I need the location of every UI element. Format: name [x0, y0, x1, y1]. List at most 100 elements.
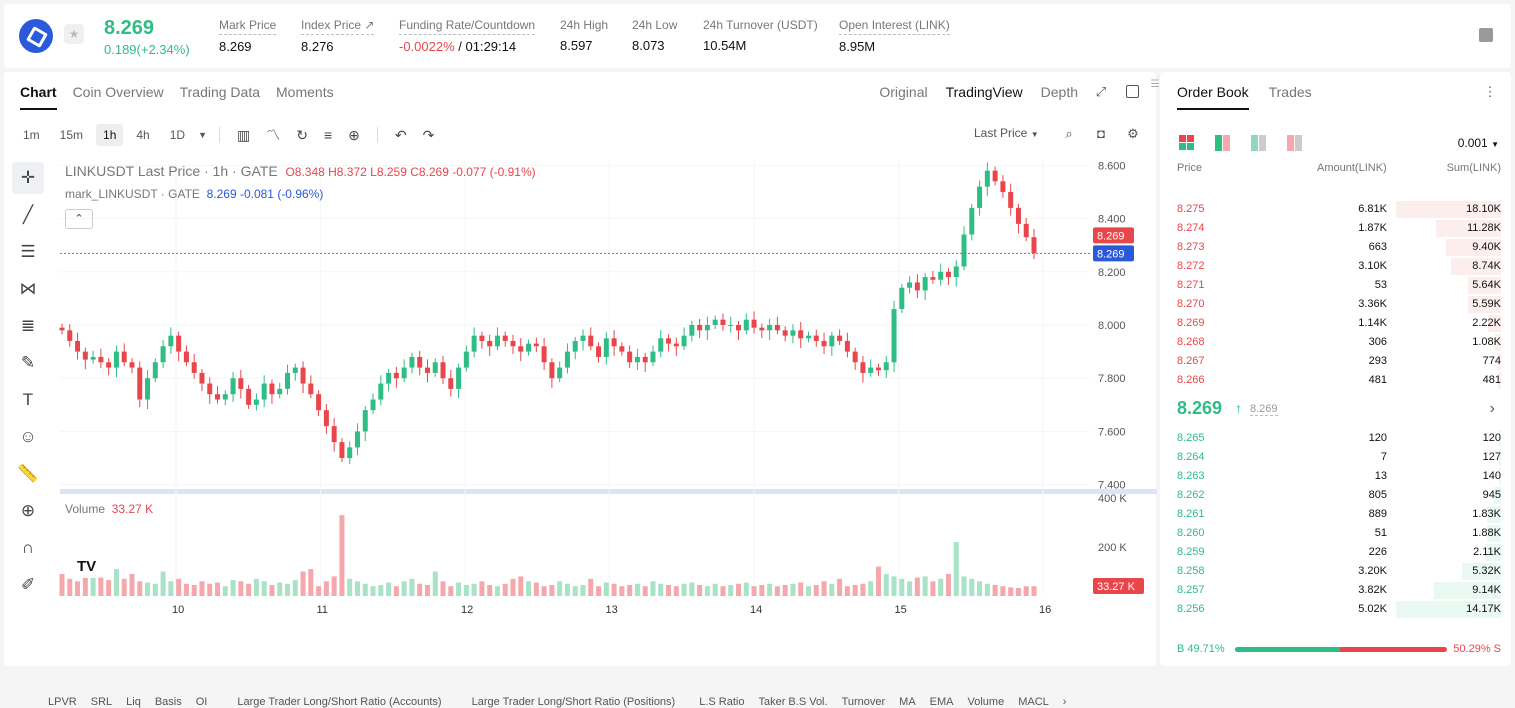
view-tradingview[interactable]: TradingView [945, 84, 1023, 100]
ask-row[interactable]: 8.266 481 481 [1160, 371, 1511, 390]
indicator-turnover[interactable]: Turnover [841, 696, 886, 708]
ask-row[interactable]: 8.275 6.81K 18.10K [1160, 200, 1511, 219]
stat-funding-rate[interactable]: Funding Rate/Countdown -0.0022% / 01:29:… [399, 18, 536, 54]
window-icon[interactable] [1126, 85, 1139, 98]
bid-row[interactable]: 8.263 13 140 [1160, 467, 1511, 486]
bid-row[interactable]: 8.259 226 2.11K [1160, 543, 1511, 562]
view-depth[interactable]: Depth [1040, 84, 1078, 100]
redo-icon[interactable]: ↷ [422, 126, 435, 143]
bid-row[interactable]: 8.265 120 120 [1160, 429, 1511, 448]
edit-pen-icon[interactable]: ✐ [20, 575, 36, 594]
magnet-icon[interactable]: ∩ [21, 538, 35, 557]
ask-row[interactable]: 8.269 1.14K 2.22K [1160, 314, 1511, 333]
bid-row[interactable]: 8.256 5.02K 14.17K [1160, 600, 1511, 619]
indicator-oi[interactable]: OI [195, 696, 208, 708]
candle-body [588, 335, 594, 347]
indicator-ema[interactable]: EMA [929, 696, 954, 708]
mode-split-icon[interactable] [1215, 135, 1231, 151]
timeframe-1h[interactable]: 1h [96, 124, 124, 146]
text-icon[interactable]: T [22, 390, 34, 409]
favorite-star-icon[interactable]: ★ [64, 24, 84, 44]
indicator-liq[interactable]: Liq [126, 696, 141, 708]
volume-bar [930, 581, 936, 596]
candle-body [393, 372, 399, 379]
mode-bids-icon[interactable] [1251, 135, 1267, 151]
crosshair-icon[interactable]: ✛ [12, 162, 44, 194]
templates-icon[interactable]: ≡ [323, 127, 333, 143]
indicator-ma[interactable]: MA [899, 696, 916, 708]
timeframe-1m[interactable]: 1m [23, 128, 40, 142]
tab-moments[interactable]: Moments [276, 84, 334, 100]
view-original[interactable]: Original [879, 84, 928, 100]
precision-dropdown[interactable]: 0.001 ▼ [1457, 136, 1499, 150]
volume-bar [479, 581, 485, 596]
bid-row[interactable]: 8.261 889 1.83K [1160, 505, 1511, 524]
price-type-dropdown[interactable]: Last Price ▼ [974, 126, 1039, 140]
settings-gear-icon[interactable]: ⚙ [1127, 126, 1139, 141]
ask-row[interactable]: 8.274 1.87K 11.28K [1160, 219, 1511, 238]
add-indicator-icon[interactable]: ⊕ [348, 126, 360, 143]
indicator-taker-vol[interactable]: Taker B.S Vol. [758, 696, 828, 708]
ask-row[interactable]: 8.267 293 774 [1160, 352, 1511, 371]
undo-icon[interactable]: ↶ [394, 126, 407, 143]
ruler-icon[interactable]: 📏 [17, 464, 39, 483]
mode-asks-icon[interactable] [1287, 135, 1303, 151]
chevron-right-icon[interactable]: › [1489, 400, 1495, 417]
search-icon[interactable]: ⌕ [1065, 126, 1073, 141]
timeframe-1d[interactable]: 1D [169, 128, 186, 142]
volume-bar [1008, 587, 1014, 596]
stat-index-price[interactable]: Index Price ↗ 8.276 [301, 18, 375, 54]
fib-icon[interactable]: ≣ [20, 316, 36, 335]
indicator-lpvr[interactable]: LPVR [48, 696, 77, 708]
volume-bar [790, 583, 796, 596]
ask-row[interactable]: 8.270 3.36K 5.59K [1160, 295, 1511, 314]
stat-mark-price[interactable]: Mark Price 8.269 [219, 18, 277, 54]
bid-row[interactable]: 8.262 805 945 [1160, 486, 1511, 505]
more-vertical-icon[interactable]: ⋮ [1483, 84, 1497, 99]
ask-row[interactable]: 8.268 306 1.08K [1160, 333, 1511, 352]
indicator-ls-ratio[interactable]: L.S Ratio [699, 696, 745, 708]
pattern-icon[interactable]: ⋈ [19, 279, 37, 298]
timeframe-4h[interactable]: 4h [136, 128, 150, 142]
collapse-legend-button[interactable]: ⌃ [65, 209, 93, 229]
indicator-basis[interactable]: Basis [154, 696, 182, 708]
guide-book-icon[interactable] [1479, 28, 1493, 42]
replay-icon[interactable]: ↻ [296, 126, 308, 143]
zoom-in-icon[interactable]: ⊕ [20, 501, 36, 520]
bid-price: 8.263 [1177, 470, 1205, 482]
tab-order-book[interactable]: Order Book [1177, 84, 1249, 110]
menu-icon[interactable]: ☰ [1150, 79, 1160, 90]
timeframe-15m[interactable]: 15m [59, 128, 84, 142]
indicator-srl[interactable]: SRL [90, 696, 113, 708]
bid-row[interactable]: 8.258 3.20K 5.32K [1160, 562, 1511, 581]
parallel-lines-icon[interactable]: ☰ [20, 242, 36, 261]
indicator-macd[interactable]: MACL [1018, 696, 1049, 708]
expand-icon[interactable]: ⤢ [1095, 84, 1107, 99]
ask-row[interactable]: 8.272 3.10K 8.74K [1160, 257, 1511, 276]
volume-bar [1015, 587, 1021, 596]
tab-trades[interactable]: Trades [1268, 84, 1312, 100]
mode-both-icon[interactable] [1179, 135, 1195, 151]
bid-row[interactable]: 8.260 51 1.88K [1160, 524, 1511, 543]
indicator-volume[interactable]: Volume [967, 696, 1005, 708]
ask-row[interactable]: 8.273 663 9.40K [1160, 238, 1511, 257]
bid-row[interactable]: 8.257 3.82K 9.14K [1160, 581, 1511, 600]
ask-row[interactable]: 8.271 53 5.64K [1160, 276, 1511, 295]
stat-open-interest[interactable]: Open Interest (LINK) 8.95M [839, 18, 950, 54]
tab-coin-overview[interactable]: Coin Overview [72, 84, 164, 100]
price-chart[interactable]: 8.600 8.400 8.200 8.000 7.800 7.600 7.400 10 11 1… [0, 0, 1160, 670]
trendline-icon[interactable]: ╱ [22, 205, 34, 224]
emoji-icon[interactable]: ☺ [19, 427, 37, 446]
timeframe-dropdown-icon[interactable]: ▼ [198, 130, 207, 140]
candle-type-icon[interactable]: ▥ [237, 126, 251, 143]
bid-row[interactable]: 8.264 7 127 [1160, 448, 1511, 467]
tab-trading-data[interactable]: Trading Data [179, 84, 261, 100]
chevron-right-icon[interactable]: › [1062, 696, 1067, 708]
indicator-lt-accounts[interactable]: Large Trader Long/Short Ratio (Accounts) [237, 696, 442, 708]
indicators-icon[interactable]: 〽 [266, 127, 281, 143]
indicator-lt-positions[interactable]: Large Trader Long/Short Ratio (Positions… [471, 696, 676, 708]
tab-chart[interactable]: Chart [20, 84, 57, 110]
brush-icon[interactable]: ✎ [20, 353, 36, 372]
camera-icon[interactable]: ◘ [1097, 126, 1105, 141]
candle-body [1023, 223, 1029, 238]
